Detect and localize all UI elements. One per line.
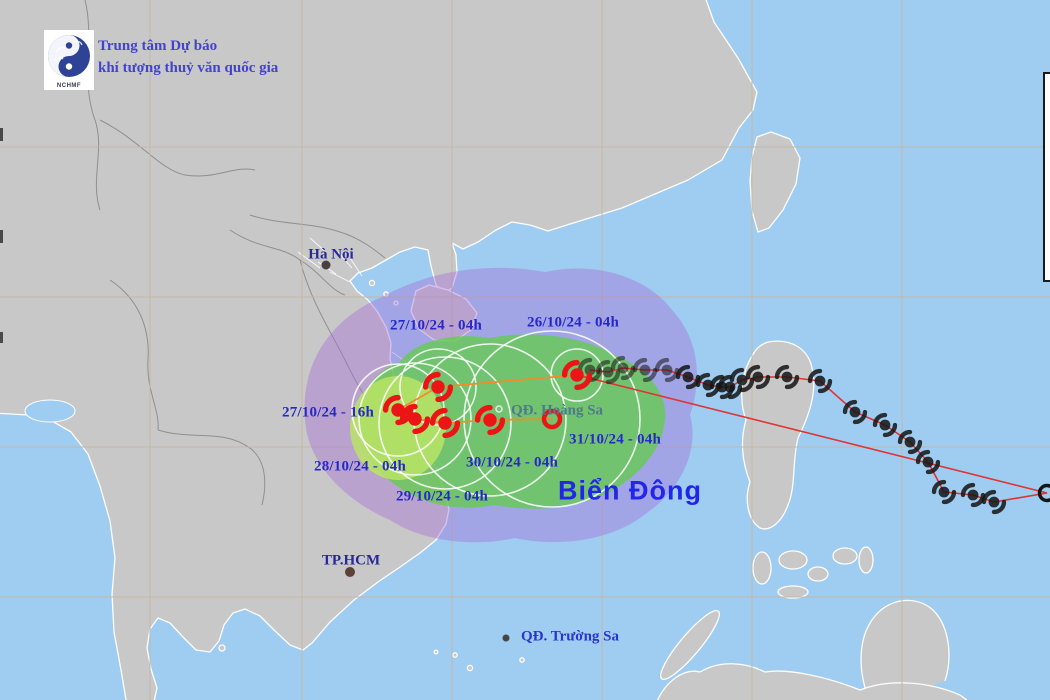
land-island bbox=[832, 547, 858, 565]
land-island bbox=[752, 551, 772, 585]
place-marker-dot bbox=[502, 634, 510, 642]
forecast-time-label: 31/10/24 - 04h bbox=[569, 431, 661, 448]
place-marker-dot bbox=[345, 567, 355, 577]
forecast-time-label: 26/10/24 - 04h bbox=[527, 314, 619, 331]
typhoon-symbol-past bbox=[900, 432, 920, 452]
land-mindanao bbox=[860, 599, 950, 700]
land-islet bbox=[218, 644, 226, 652]
org-title-line1: Trung tâm Dự báo bbox=[98, 38, 218, 54]
typhoon-symbol-past bbox=[875, 415, 895, 435]
forecast-open-circle bbox=[541, 408, 563, 430]
uncertainty-circle bbox=[463, 330, 641, 508]
uncertainty-circle bbox=[358, 362, 472, 476]
land-islet bbox=[433, 649, 439, 655]
land-islet bbox=[466, 664, 474, 672]
land-island bbox=[777, 585, 809, 599]
forecast-time-label: 27/10/24 - 16h bbox=[282, 404, 374, 421]
forecast-time-label: 27/10/24 - 04h bbox=[390, 317, 482, 334]
logo-caption: NCHMF bbox=[56, 83, 82, 89]
sea-name-label: Biển Đông bbox=[558, 475, 702, 506]
place-label: QĐ. Trường Sa bbox=[520, 628, 620, 645]
past-position-open-circle bbox=[1037, 483, 1050, 503]
storm-symbols bbox=[386, 358, 1050, 512]
typhoon-symbol-past bbox=[984, 492, 1004, 512]
land-taiwan bbox=[749, 131, 801, 233]
land-hainan bbox=[410, 284, 478, 342]
forecast-time-label: 29/10/24 - 04h bbox=[396, 488, 488, 505]
place-marker-dot bbox=[321, 260, 331, 270]
typhoon-symbol-past bbox=[845, 402, 865, 422]
nchmf-logo-art bbox=[48, 35, 90, 77]
place-marker-ring bbox=[495, 405, 503, 413]
land-islet bbox=[383, 291, 389, 297]
land-islet bbox=[519, 657, 525, 663]
place-markers bbox=[321, 260, 510, 642]
land-islet bbox=[368, 279, 376, 287]
land-islet bbox=[393, 300, 399, 306]
place-label: TP.HCM bbox=[321, 552, 381, 569]
nchmf-logo: NCHMF bbox=[44, 30, 94, 90]
land-island bbox=[807, 566, 829, 582]
uncertainty-circle bbox=[378, 356, 512, 490]
land-island bbox=[858, 546, 874, 574]
place-label: QĐ. Hoàng Sa bbox=[510, 402, 604, 419]
org-title-line2: khí tượng thuỷ văn quốc gia bbox=[98, 60, 279, 76]
land-borneo bbox=[656, 663, 968, 700]
map-edge-marks bbox=[0, 128, 3, 343]
forecast-time-label: 30/10/24 - 04h bbox=[466, 454, 558, 471]
place-label: Hà Nội bbox=[308, 246, 354, 263]
landmasses bbox=[0, 0, 968, 700]
forecast-time-label: 28/10/24 - 04h bbox=[314, 458, 406, 475]
land-palawan bbox=[660, 610, 720, 680]
legend-box-cropped bbox=[1043, 72, 1050, 282]
lake bbox=[24, 399, 76, 423]
land-islet bbox=[452, 652, 458, 658]
uncertainty-circle bbox=[399, 348, 477, 426]
land-island bbox=[778, 550, 808, 570]
